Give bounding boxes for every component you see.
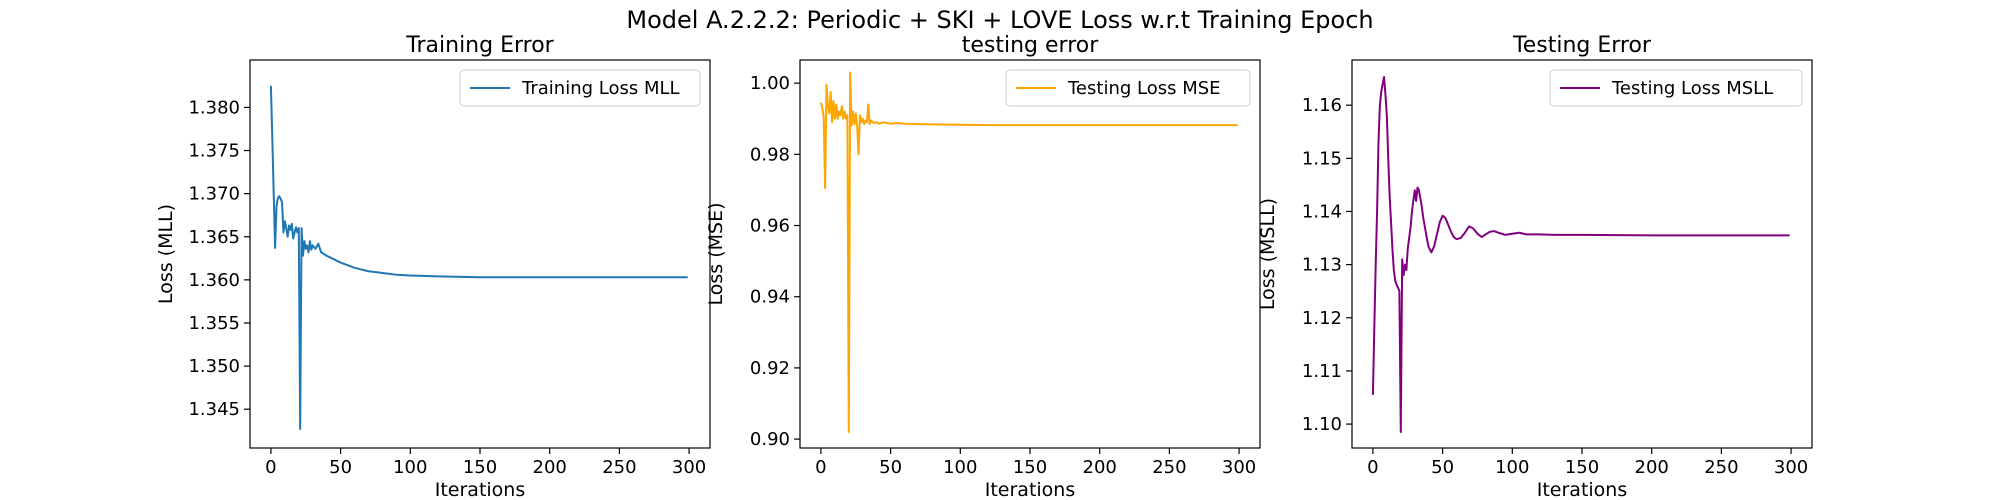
x-tick-label: 250 xyxy=(602,457,636,478)
x-tick-label: 200 xyxy=(533,457,567,478)
y-tick-label: 1.360 xyxy=(188,270,240,291)
x-tick-label: 0 xyxy=(815,457,826,478)
x-tick-label: 200 xyxy=(1083,457,1117,478)
figure-suptitle: Model A.2.2.2: Periodic + SKI + LOVE Los… xyxy=(626,6,1373,34)
legend-label: Testing Loss MSE xyxy=(1067,78,1221,99)
chart-panel-1: Training Error 0 50 100 150 200 250 300 1.345 1.3… xyxy=(155,33,711,500)
y-axis-label: Loss (MSLL) xyxy=(1257,198,1279,310)
legend-box xyxy=(459,69,701,107)
x-tick-label: 0 xyxy=(1367,457,1378,478)
series-line-1 xyxy=(269,85,688,431)
x-tick-label: 100 xyxy=(393,457,427,478)
x-axis-label: Iterations xyxy=(1537,479,1628,500)
y-tick-label: 1.14 xyxy=(1302,201,1342,222)
x-tick-label: 250 xyxy=(1704,457,1738,478)
x-tick-label: 300 xyxy=(672,457,706,478)
x-tick-label: 100 xyxy=(1495,457,1529,478)
x-tick-label: 300 xyxy=(1222,457,1256,478)
y-tick-label: 0.94 xyxy=(750,287,790,308)
y-axis-label: Loss (MSE) xyxy=(705,203,727,306)
legend-label: Testing Loss MSLL xyxy=(1611,78,1773,99)
legend: Testing Loss MSE xyxy=(1005,69,1251,107)
y-tick-label: 1.370 xyxy=(188,184,240,205)
y-tick-label: 1.350 xyxy=(188,356,240,377)
x-tick-label: 100 xyxy=(943,457,977,478)
y-tick-label: 1.11 xyxy=(1302,361,1342,382)
y-axis-label: Loss (MLL) xyxy=(155,204,177,304)
x-tick-label: 300 xyxy=(1774,457,1808,478)
y-tick-label: 0.90 xyxy=(750,429,790,450)
series-line-1 xyxy=(1371,76,1790,434)
legend: Testing Loss MSLL xyxy=(1549,69,1803,107)
y-tick-label: 1.345 xyxy=(188,399,240,420)
legend: Training Loss MLL xyxy=(459,69,701,107)
y-tick-label: 0.98 xyxy=(750,144,790,165)
legend-label: Training Loss MLL xyxy=(521,78,680,99)
chart-title: Training Error xyxy=(405,33,554,58)
x-tick-label: 150 xyxy=(1565,457,1599,478)
legend-box xyxy=(1005,69,1251,107)
x-tick-label: 200 xyxy=(1635,457,1669,478)
y-tick-label: 1.16 xyxy=(1302,95,1342,116)
y-tick-label: 1.365 xyxy=(188,227,240,248)
y-tick-label: 1.13 xyxy=(1302,255,1342,276)
x-tick-label: 0 xyxy=(265,457,276,478)
y-tick-label: 1.355 xyxy=(188,313,240,334)
y-tick-label: 1.12 xyxy=(1302,308,1342,329)
x-tick-label: 250 xyxy=(1152,457,1186,478)
legend-box xyxy=(1549,69,1803,107)
x-tick-label: 50 xyxy=(879,457,902,478)
y-tick-label: 0.96 xyxy=(750,216,790,237)
x-axis-label: Iterations xyxy=(985,479,1076,500)
chart-panel-3: Testing Error 0 50 100 150 200 250 300 1.10 1.11 1… xyxy=(1257,33,1813,500)
chart-title: Testing Error xyxy=(1512,33,1652,58)
y-tick-label: 1.10 xyxy=(1302,414,1342,435)
series-line-1 xyxy=(819,71,1238,433)
y-tick-label: 0.92 xyxy=(750,358,790,379)
x-tick-label: 150 xyxy=(1013,457,1047,478)
x-tick-label: 50 xyxy=(1431,457,1454,478)
x-axis-label: Iterations xyxy=(435,479,526,500)
chart-title: testing error xyxy=(962,33,1099,58)
y-tick-label: 1.00 xyxy=(750,73,790,94)
x-tick-label: 150 xyxy=(463,457,497,478)
x-tick-label: 50 xyxy=(329,457,352,478)
chart-panel-2: testing error 0 50 100 150 200 250 300 0.90 0.92 0… xyxy=(705,33,1261,500)
y-tick-label: 1.380 xyxy=(188,97,240,118)
y-tick-label: 1.15 xyxy=(1302,148,1342,169)
y-tick-label: 1.375 xyxy=(188,141,240,162)
